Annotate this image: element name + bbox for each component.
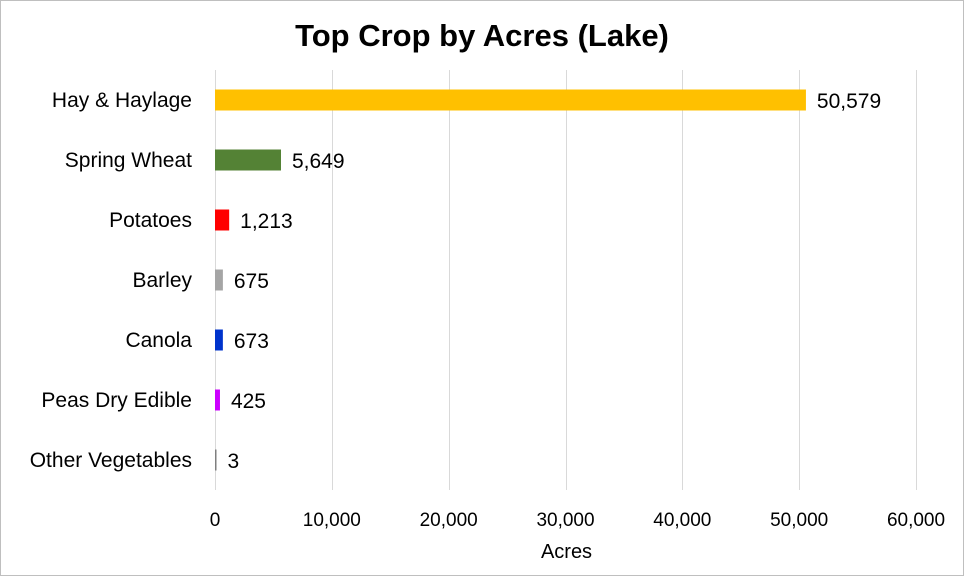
- data-label: 50,579: [817, 90, 881, 113]
- x-tick-label: 60,000: [887, 510, 945, 531]
- bars: [215, 89, 806, 471]
- x-tick-label: 20,000: [420, 510, 478, 531]
- data-label: 673: [234, 330, 269, 353]
- x-axis-title: Acres: [541, 541, 592, 563]
- x-tick-label: 0: [210, 510, 221, 531]
- bar: [215, 389, 220, 411]
- data-label: 1,213: [240, 210, 293, 233]
- x-tick-label: 30,000: [536, 510, 594, 531]
- category-labels: Hay & Haylage Spring Wheat Potatoes Barley C…: [30, 89, 193, 472]
- x-tick-label: 10,000: [303, 510, 361, 531]
- data-label: 425: [231, 390, 266, 413]
- bar: [215, 149, 281, 171]
- bar: [215, 89, 806, 111]
- x-tick-labels: 0 10,000 20,000 30,000 40,000 50,000 60,000: [210, 510, 945, 531]
- bar: [215, 449, 217, 471]
- category-label: Potatoes: [109, 209, 192, 232]
- bar: [215, 329, 223, 351]
- category-label: Peas Dry Edible: [41, 389, 192, 412]
- category-label: Other Vegetables: [30, 449, 192, 472]
- gridlines: [332, 70, 917, 490]
- category-label: Hay & Haylage: [52, 89, 192, 112]
- data-label: 3: [228, 450, 240, 473]
- chart-title: Top Crop by Acres (Lake): [295, 18, 669, 53]
- data-label: 5,649: [292, 150, 345, 173]
- bar: [215, 269, 223, 291]
- data-labels: 50,579 5,649 1,213 675 673 425 3: [228, 90, 882, 473]
- x-tick-label: 40,000: [653, 510, 711, 531]
- x-tick-label: 50,000: [770, 510, 828, 531]
- category-label: Spring Wheat: [65, 149, 192, 172]
- data-label: 675: [234, 270, 269, 293]
- category-label: Canola: [125, 329, 192, 352]
- bar: [215, 209, 230, 231]
- category-label: Barley: [132, 269, 192, 292]
